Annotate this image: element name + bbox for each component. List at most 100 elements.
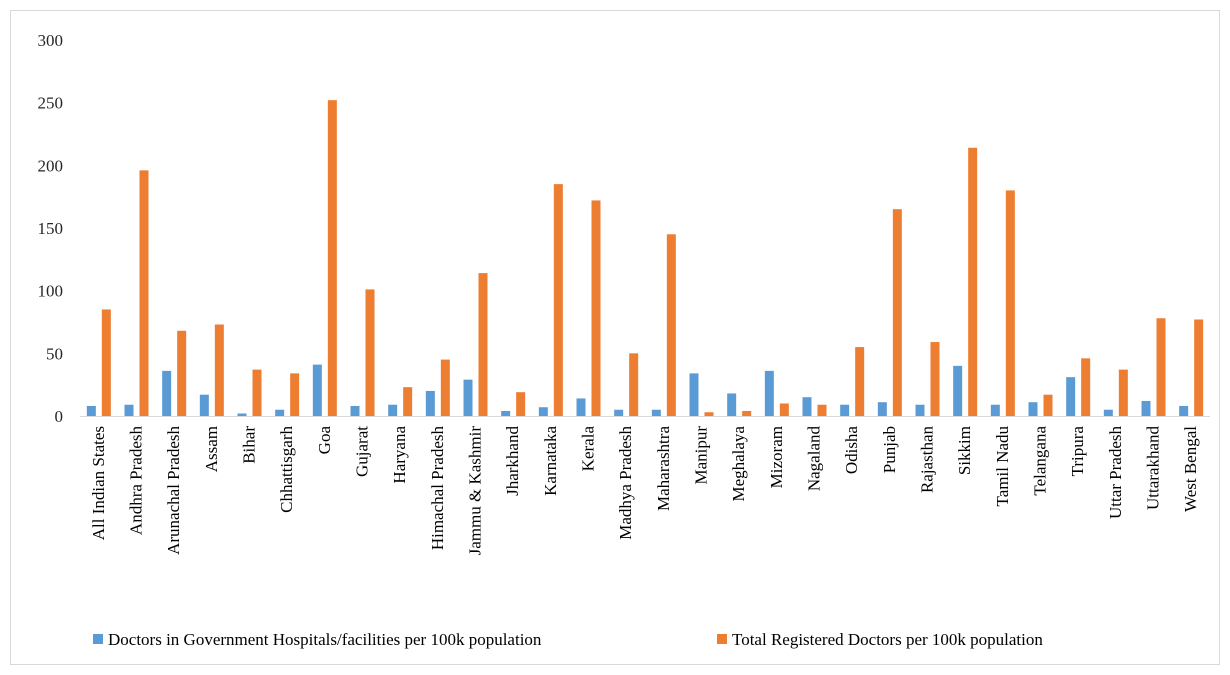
bar-government <box>614 409 624 416</box>
legend: Doctors in Government Hospitals/faciliti… <box>93 630 1043 649</box>
bar-total <box>1081 358 1091 416</box>
x-category-label: Telangana <box>1031 426 1050 496</box>
bar-government <box>915 404 925 416</box>
bar-government <box>1179 405 1189 416</box>
bar-total <box>101 309 111 416</box>
bar-total <box>403 387 413 416</box>
x-category-label: Manipur <box>692 426 711 485</box>
bar-total <box>290 373 300 416</box>
bar-government <box>689 373 699 416</box>
bar-total <box>1118 369 1128 416</box>
x-category-label: Andhra Pradesh <box>127 426 146 536</box>
y-tick-label: 250 <box>38 94 64 113</box>
y-tick-label: 150 <box>38 219 64 238</box>
bar-government <box>237 413 247 416</box>
x-category-label: Himachal Pradesh <box>428 426 447 551</box>
bar-total <box>930 342 940 416</box>
bar-government <box>651 409 661 416</box>
bar-government <box>312 364 322 416</box>
x-category-label: Goa <box>315 426 334 455</box>
x-axis: All Indian States Andhra Pradesh Arunachal… <box>89 425 1200 555</box>
x-category-label: Punjab <box>880 426 899 473</box>
legend-label: Doctors in Government Hospitals/faciliti… <box>108 630 542 649</box>
bar-government <box>86 405 96 416</box>
bar-total <box>892 209 902 416</box>
bar-total <box>327 100 337 416</box>
y-axis: 0 50 100 150 200 250 300 <box>38 31 64 426</box>
bar-government <box>538 407 548 416</box>
bar-total <box>440 359 450 416</box>
x-category-label: Maharashtra <box>654 426 673 511</box>
bar-government <box>501 410 511 416</box>
x-category-label: Tripura <box>1068 426 1087 477</box>
bar-total <box>365 289 375 416</box>
x-category-label: Rajasthan <box>918 426 937 494</box>
bars <box>86 100 1204 416</box>
bar-total <box>629 353 639 416</box>
x-category-label: Kerala <box>579 426 598 472</box>
x-category-label: Sikkim <box>955 426 974 475</box>
bar-government <box>953 365 963 416</box>
bar-total <box>742 410 752 416</box>
x-category-label: Nagaland <box>805 426 824 492</box>
x-category-label: Jammu & Kashmir <box>466 426 485 556</box>
bar-total <box>855 347 865 416</box>
bar-total <box>553 184 563 416</box>
bar-total <box>968 147 978 416</box>
x-category-label: Bihar <box>240 426 259 464</box>
legend-swatch <box>717 634 727 644</box>
x-category-label: Haryana <box>390 426 409 484</box>
y-tick-label: 0 <box>55 407 64 426</box>
bar-total <box>1194 319 1204 416</box>
bar-government <box>1141 400 1151 416</box>
bar-total <box>1156 318 1166 416</box>
x-category-label: Mizoram <box>767 426 786 488</box>
bar-government <box>727 393 737 416</box>
bar-government <box>275 409 285 416</box>
y-tick-label: 300 <box>38 31 64 50</box>
x-category-label: Madhya Pradesh <box>616 426 635 540</box>
bar-government <box>764 370 774 416</box>
x-category-label: Uttar Pradesh <box>1106 426 1125 520</box>
x-category-label: Tamil Nadu <box>993 425 1012 506</box>
x-category-label: Assam <box>202 426 221 472</box>
bar-government <box>1103 409 1113 416</box>
chart-frame <box>10 10 1220 665</box>
bar-total <box>139 170 149 416</box>
x-category-label: Jharkhand <box>503 426 522 496</box>
x-category-label: West Bengal <box>1181 426 1200 512</box>
x-category-label: Arunachal Pradesh <box>164 426 183 555</box>
bar-government <box>1066 377 1076 416</box>
bar-government <box>425 390 435 416</box>
x-category-label: Chhattisgarh <box>277 426 296 513</box>
x-category-label: Uttarakhand <box>1144 426 1163 511</box>
bar-government <box>877 402 887 416</box>
bar-government <box>199 394 209 416</box>
bar-total <box>252 369 262 416</box>
x-category-label: Gujarat <box>353 426 372 477</box>
bar-total <box>704 412 714 416</box>
bar-government <box>124 404 134 416</box>
y-tick-label: 200 <box>38 156 64 175</box>
bar-total <box>478 273 488 416</box>
y-tick-label: 50 <box>46 344 63 363</box>
bar-government <box>162 370 172 416</box>
x-category-label: Meghalaya <box>729 426 748 502</box>
x-category-label: Odisha <box>842 426 861 475</box>
x-category-label: All Indian States <box>89 426 108 540</box>
bar-total <box>779 403 789 416</box>
bar-government <box>350 405 360 416</box>
bar-total <box>177 330 187 416</box>
bar-total <box>214 324 224 416</box>
bar-total <box>666 234 676 416</box>
bar-government <box>576 398 586 416</box>
bar-total <box>591 200 601 416</box>
bar-total <box>516 392 526 416</box>
bar-government <box>990 404 1000 416</box>
bar-government <box>388 404 398 416</box>
bar-government <box>840 404 850 416</box>
bar-government <box>463 379 473 416</box>
bar-government <box>802 397 812 416</box>
bar-total <box>1043 394 1053 416</box>
